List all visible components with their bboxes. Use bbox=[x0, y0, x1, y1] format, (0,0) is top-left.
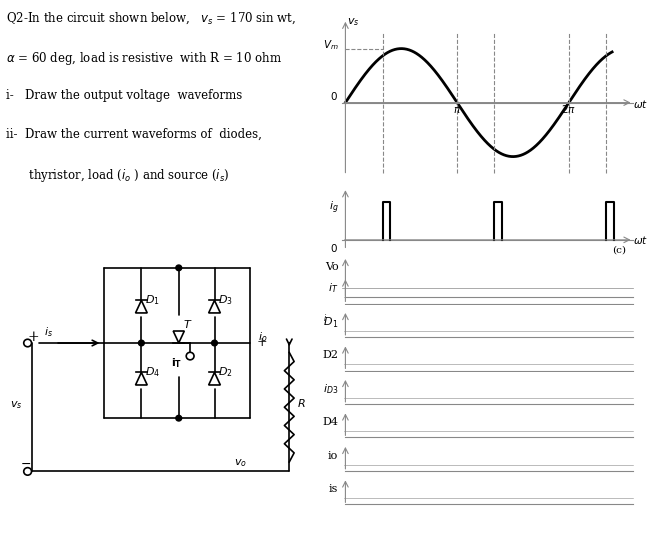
Text: $v_o$: $v_o$ bbox=[234, 457, 247, 469]
Text: is: is bbox=[329, 484, 338, 494]
Text: $\mathbf{i_T}$: $\mathbf{i_T}$ bbox=[172, 356, 183, 370]
Circle shape bbox=[211, 340, 217, 346]
Text: $v_s$: $v_s$ bbox=[347, 16, 359, 28]
Text: $\omega t$: $\omega t$ bbox=[634, 234, 649, 246]
Text: $R$: $R$ bbox=[298, 397, 306, 409]
Text: D4: D4 bbox=[322, 417, 338, 427]
Text: $\pi$: $\pi$ bbox=[453, 105, 461, 116]
Text: i-   Draw the output voltage  waveforms: i- Draw the output voltage waveforms bbox=[6, 89, 242, 102]
Circle shape bbox=[176, 265, 182, 271]
Text: Q2-In the circuit shown below,   $v_s$ = 170 sin wt,: Q2-In the circuit shown below, $v_s$ = 1… bbox=[6, 11, 296, 26]
Text: $-$: $-$ bbox=[20, 457, 31, 470]
Text: $i_g$: $i_g$ bbox=[329, 199, 338, 215]
Text: $i_o$: $i_o$ bbox=[259, 330, 268, 343]
Text: $\omega t$: $\omega t$ bbox=[634, 98, 649, 110]
Text: +: + bbox=[27, 330, 39, 345]
Text: $i_s$: $i_s$ bbox=[44, 325, 53, 339]
Text: $\alpha$ = 60 deg, load is resistive  with R = 10 ohm: $\alpha$ = 60 deg, load is resistive wit… bbox=[6, 50, 282, 67]
Text: $D_4$: $D_4$ bbox=[146, 365, 161, 379]
Text: Vo: Vo bbox=[325, 262, 338, 272]
Text: ii-  Draw the current waveforms of  diodes,: ii- Draw the current waveforms of diodes… bbox=[6, 128, 263, 141]
Text: $i_{D3}$: $i_{D3}$ bbox=[323, 382, 338, 395]
Text: $0$: $0$ bbox=[330, 242, 338, 254]
Circle shape bbox=[176, 415, 182, 421]
Text: $D_1$: $D_1$ bbox=[146, 293, 160, 307]
Text: $2\pi$: $2\pi$ bbox=[562, 103, 577, 116]
Text: thyristor, load ($i_o$ ) and source ($i_s$): thyristor, load ($i_o$ ) and source ($i_… bbox=[6, 167, 230, 184]
Text: io: io bbox=[328, 450, 338, 461]
Text: $D_3$: $D_3$ bbox=[218, 293, 233, 307]
Text: +: + bbox=[257, 336, 267, 349]
Text: (c): (c) bbox=[612, 246, 626, 255]
Text: $T$: $T$ bbox=[183, 318, 192, 330]
Text: $D_2$: $D_2$ bbox=[218, 365, 233, 379]
Text: $v_s$: $v_s$ bbox=[10, 399, 22, 411]
Text: $^i\!D_1$: $^i\!D_1$ bbox=[323, 313, 338, 331]
Text: $V_m$: $V_m$ bbox=[322, 38, 338, 52]
Text: $0$: $0$ bbox=[330, 90, 338, 102]
Text: D2: D2 bbox=[322, 350, 338, 360]
Text: $i_T$: $i_T$ bbox=[328, 281, 338, 295]
Circle shape bbox=[138, 340, 144, 346]
